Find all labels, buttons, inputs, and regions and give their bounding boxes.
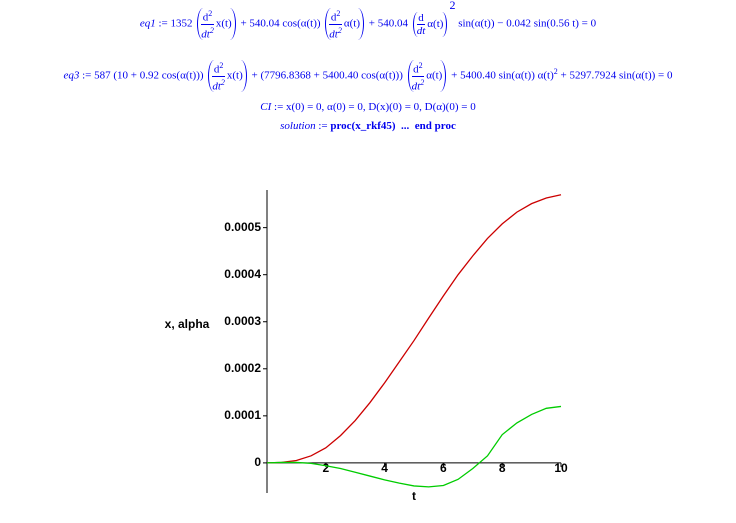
eq-text: 2: [420, 77, 425, 87]
equation: eq3 := 587 (10 + 0.92 cos(α(t))) d2 dt2 x(…: [0, 60, 736, 93]
eq-text: + 540.04 cos(α(t)): [240, 17, 321, 30]
x-tick-label: 8: [499, 461, 506, 475]
eq-text: + 5297.7924 sin(α(t)) = 0: [560, 69, 673, 82]
eq-text: 2: [209, 25, 214, 35]
eq-text: d: [330, 11, 337, 24]
paren: d2 dt2 α(t): [325, 8, 365, 41]
series-line: [266, 405, 562, 488]
equation: eq1 := 1352 d2 dt2 x(t) + 540.04 cos(α(t))…: [0, 0, 736, 41]
eq-text: d: [213, 63, 220, 76]
fraction: d2 dt2: [329, 8, 342, 40]
eq-text: end proc: [414, 120, 456, 132]
x-tick-label: 2: [322, 461, 329, 475]
x-tick-label: 4: [381, 461, 388, 475]
eq-label: eq3: [63, 69, 80, 82]
eq-text: d: [418, 11, 424, 24]
eq-text: α(t): [427, 17, 444, 30]
eq-label: solution: [280, 120, 316, 132]
eq-text: x(t): [226, 69, 243, 82]
y-tick-label: 0.0001: [224, 408, 261, 422]
eq-text: 2: [449, 0, 456, 12]
paren: d2 dt2 α(t): [407, 60, 447, 93]
y-tick-label: 0.0004: [224, 267, 261, 281]
eq-text: := 587 (10 + 0.92 cos(α(t))): [82, 69, 204, 82]
x-axis-label: t: [412, 489, 416, 503]
eq-text: dt: [329, 28, 338, 41]
eq-text: x(t): [215, 17, 232, 30]
equation: solution := proc(x_rkf45) ... end proc: [0, 120, 736, 132]
eq-text: 2: [220, 77, 225, 87]
fraction: d dt: [416, 11, 426, 37]
eq-text: sin(α(t)) − 0.042 sin(0.56 t) = 0: [458, 17, 597, 30]
x-tick-label: 10: [554, 461, 568, 475]
eq-text: 2: [418, 61, 423, 70]
eq-text: 2: [219, 61, 224, 70]
eq-text: := x(0) = 0, α(0) = 0, D(x)(0) = 0, D(α)…: [274, 101, 476, 113]
eq-text: + 540.04: [368, 17, 408, 30]
fraction: d2 dt2: [201, 8, 214, 40]
y-axis-label: x, alpha: [165, 317, 210, 331]
fraction: d2 dt2: [212, 60, 225, 92]
eq-text: 2: [337, 25, 342, 35]
eq-text: α(t): [343, 17, 361, 30]
eq-text: α(t): [426, 69, 443, 82]
eq-text: dt: [416, 24, 426, 37]
eq-label: CI: [260, 101, 272, 113]
y-tick-label: 0.0003: [224, 314, 261, 328]
eq-text: := 1352: [158, 17, 193, 30]
eq-text: d: [413, 63, 419, 76]
eq-text: 2: [208, 9, 213, 18]
paren: d2 dt2 x(t): [197, 8, 236, 41]
series-line: [266, 194, 562, 464]
fraction: d2 dt2: [411, 60, 425, 93]
equation: CI := x(0) = 0, α(0) = 0, D(x)(0) = 0, D…: [0, 101, 736, 113]
eq-text: + 5400.40 sin(α(t)) α(t): [451, 69, 554, 82]
eq-text: dt: [201, 28, 210, 41]
paren: d2 dt2 x(t): [208, 60, 247, 93]
eq-text: dt: [411, 80, 421, 93]
eq-text: + (7796.8368 + 5400.40 cos(α(t))): [251, 69, 403, 82]
eq-text: 2: [336, 9, 341, 18]
y-tick-label: 0.0002: [224, 361, 261, 375]
eq-label: eq1: [139, 17, 156, 30]
x-tick-label: 6: [440, 461, 447, 475]
eq-text: dt: [212, 80, 221, 93]
eq-text: proc(x_rkf45): [330, 120, 396, 132]
y-tick-label: 0: [254, 455, 261, 469]
eq-text: d: [202, 11, 209, 24]
y-tick-label: 0.0005: [224, 220, 261, 234]
eq-text: ...: [401, 120, 410, 132]
eq-text: :=: [318, 120, 328, 132]
eq-text: 2: [553, 67, 558, 77]
paren: d dt α(t): [412, 11, 448, 37]
